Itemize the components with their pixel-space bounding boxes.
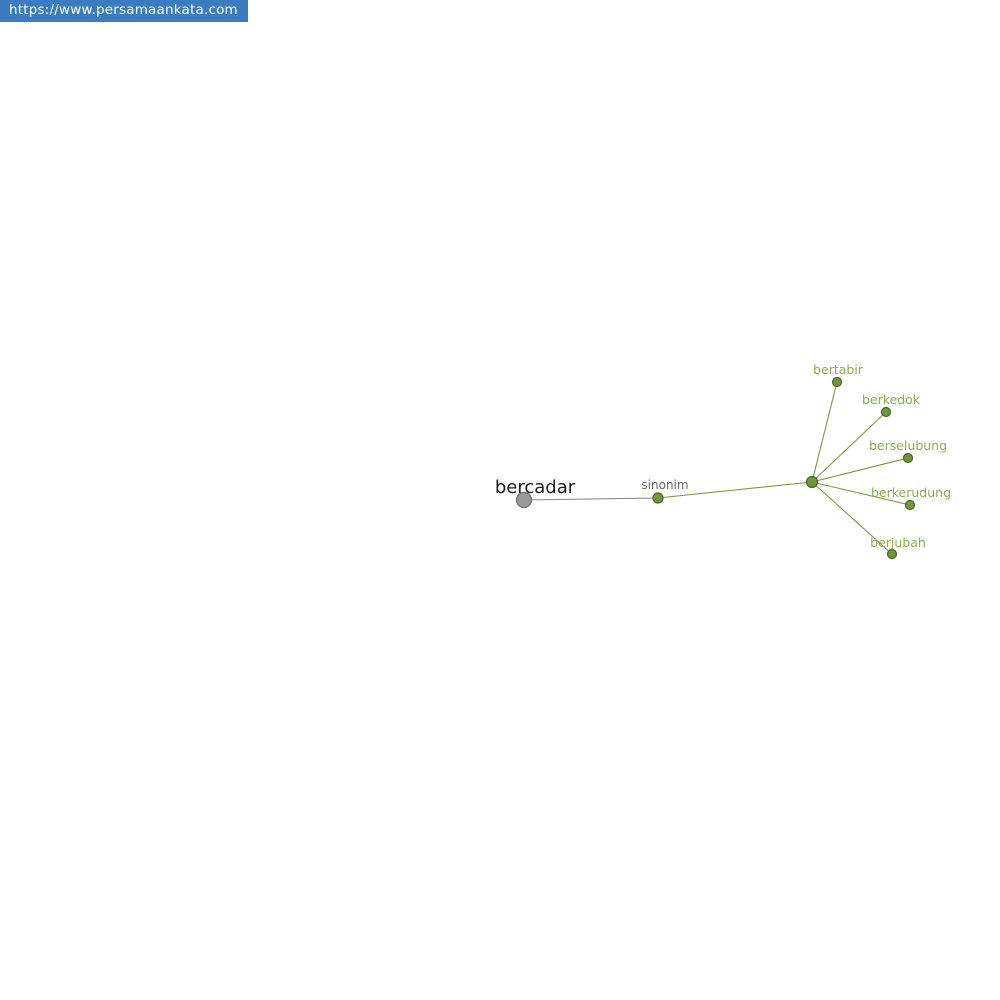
edge-hub-berkerudung (811, 481, 911, 506)
edge-hub-bertabir (811, 381, 838, 483)
edge-bercadar-sinonim (523, 497, 659, 501)
node-sinonim[interactable] (652, 492, 664, 504)
edge-hub-berkedok (811, 411, 887, 483)
node-label-berkedok[interactable]: berkedok (862, 392, 921, 407)
node-label-bertabir[interactable]: bertabir (813, 362, 864, 377)
node-label-berkerudung[interactable]: berkerudung (871, 485, 951, 500)
node-bertabir[interactable] (831, 376, 843, 388)
node-hub[interactable] (805, 475, 819, 489)
node-bercadar[interactable] (515, 491, 533, 509)
node-berkerudung[interactable] (904, 499, 916, 511)
edge-hub-berselubung (811, 457, 909, 483)
node-label-berjubah[interactable]: berjubah (870, 535, 926, 550)
node-berjubah[interactable] (886, 548, 898, 560)
node-berkedok[interactable] (880, 406, 892, 418)
edge-sinonim-hub (657, 481, 813, 499)
node-berselubung[interactable] (902, 452, 914, 464)
edge-hub-berjubah (811, 481, 893, 555)
node-label-berselubung[interactable]: berselubung (869, 438, 947, 453)
url-watermark: https://www.persamaankata.com (0, 0, 248, 22)
node-label-bercadar[interactable]: bercadar (495, 477, 576, 498)
node-label-sinonim[interactable]: sinonim (641, 478, 688, 492)
